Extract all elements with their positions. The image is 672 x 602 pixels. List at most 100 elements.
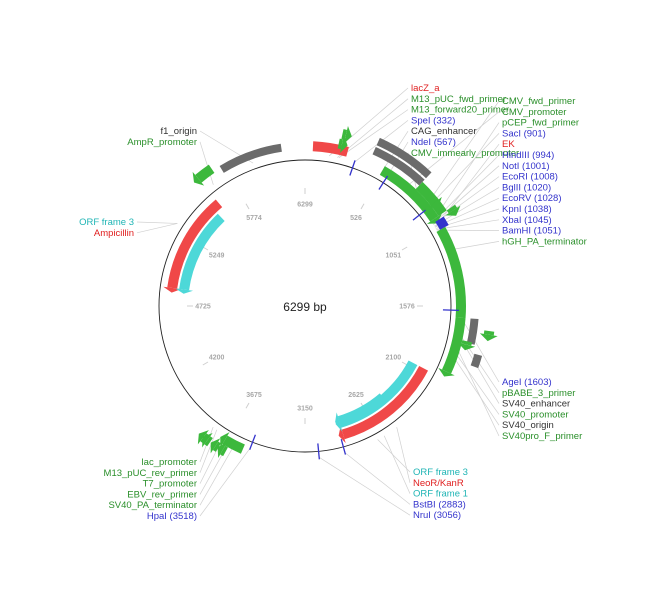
feature-cmv-enhancer[interactable] xyxy=(372,147,425,186)
bottom-right-label[interactable]: ORF frame 1 xyxy=(413,489,468,500)
bottom-left-label[interactable]: HpaI (3518) xyxy=(147,511,197,522)
top-right-label[interactable]: CMV_promoter xyxy=(502,107,566,118)
leader-line xyxy=(432,165,500,224)
right-label[interactable]: SV40_origin xyxy=(502,420,554,431)
plasmid-size-label: 6299 bp xyxy=(283,300,327,314)
bottom-right-label[interactable]: NeoR/KanR xyxy=(413,478,464,489)
site-bstbi[interactable] xyxy=(340,438,347,455)
feature-m13-puc-fwd-primer[interactable] xyxy=(337,138,344,150)
top-right-label[interactable]: XbaI (1045) xyxy=(502,215,552,226)
feature-pcep-fwd-primer[interactable] xyxy=(446,204,458,214)
top-right-label[interactable]: SacI (901) xyxy=(502,128,546,139)
top-label[interactable]: SpeI (332) xyxy=(411,115,455,126)
feature-m13-forward20-primer[interactable] xyxy=(341,129,348,140)
bottom-right-label[interactable]: BstBI (2883) xyxy=(413,499,466,510)
feature-pbabe-3-primer[interactable] xyxy=(483,330,495,336)
leader-line xyxy=(396,427,411,483)
top-right-label[interactable]: EcoRV (1028) xyxy=(502,193,562,204)
top-right-label[interactable]: BglII (1020) xyxy=(502,182,551,193)
top-label[interactable]: CAG_enhancer xyxy=(411,126,476,137)
bottom-left-label[interactable]: M13_pUC_rev_primer xyxy=(104,468,197,479)
tick-label: 526 xyxy=(350,215,362,222)
leader-line xyxy=(136,221,178,224)
right-label[interactable]: SV40_enhancer xyxy=(502,399,570,410)
feature-cag-enhancer[interactable] xyxy=(376,137,432,179)
bottom-right-label[interactable]: NruI (3056) xyxy=(413,510,461,521)
top-label[interactable]: M13_forward20_primer xyxy=(411,105,509,116)
right-label[interactable]: AgeI (1603) xyxy=(502,377,552,388)
top-label[interactable]: lacZ_a xyxy=(411,83,440,94)
feature-hgh-pa-terminator[interactable] xyxy=(436,226,466,319)
bottom-left-label[interactable]: SV40_PA_terminator xyxy=(108,500,197,511)
site-saci[interactable] xyxy=(412,209,426,221)
top-right-label[interactable]: EK xyxy=(502,139,515,150)
feature-ampicillin[interactable] xyxy=(167,199,223,289)
feature-cmv-fwd-primer[interactable] xyxy=(428,196,439,206)
feature-sv40-origin[interactable] xyxy=(470,353,483,369)
feature-arrow-sv40-promoter xyxy=(438,367,455,377)
bottom-left-label[interactable]: EBV_rev_primer xyxy=(127,489,197,500)
feature-ek[interactable] xyxy=(435,216,449,230)
feature-sv40-promoter[interactable] xyxy=(441,317,466,374)
top-right-label[interactable]: CMV_fwd_primer xyxy=(502,96,575,107)
top-label[interactable]: NdeI (567) xyxy=(411,137,456,148)
leader-line xyxy=(199,447,251,517)
leader-line xyxy=(199,429,218,473)
feature-cmv-promoter[interactable] xyxy=(379,166,439,222)
site-nrui[interactable] xyxy=(317,443,320,460)
tick-label: 2100 xyxy=(386,355,402,362)
feature-sv40pro-f-primer[interactable] xyxy=(461,340,473,346)
feature-cmv-immearly-promoter[interactable] xyxy=(415,181,447,217)
left-label[interactable]: ORF frame 3 xyxy=(79,217,134,228)
feature-orf-frame-3[interactable] xyxy=(337,393,387,426)
left-label[interactable]: Ampicillin xyxy=(94,228,134,239)
right-label[interactable]: pBABE_3_primer xyxy=(502,388,575,399)
tick-mark xyxy=(360,203,365,210)
feature-m13-puc-rev-primer[interactable] xyxy=(204,436,213,447)
right-label[interactable]: SV40pro_F_primer xyxy=(502,431,582,442)
feature-arrow-ampr-promoter xyxy=(192,171,205,186)
top-left-label[interactable]: f1_origin xyxy=(161,126,197,137)
bottom-left-label[interactable]: lac_promoter xyxy=(142,457,197,468)
feature-arrow-lac-promoter xyxy=(197,430,209,445)
feature-arrow-sv40-pa-terminator xyxy=(220,432,230,448)
feature-arrow-orf-frame-3 xyxy=(175,288,194,294)
bottom-right-label[interactable]: ORF frame 3 xyxy=(413,467,468,478)
feature-f1-origin[interactable] xyxy=(219,143,282,173)
top-right-label[interactable]: HindIII (994) xyxy=(502,150,554,161)
top-right-label[interactable]: EcoRI (1008) xyxy=(502,172,558,183)
leader-line xyxy=(449,351,500,426)
feature-arrow-ampicillin xyxy=(163,286,182,293)
top-right-label[interactable]: hGH_PA_terminator xyxy=(502,236,587,247)
right-label[interactable]: SV40_promoter xyxy=(502,409,569,420)
site-ndei[interactable] xyxy=(378,175,389,190)
bottom-left-label[interactable]: T7_promoter xyxy=(143,479,197,490)
top-label[interactable]: M13_pUC_fwd_primer xyxy=(411,94,506,105)
feature-sv40-enhancer[interactable] xyxy=(466,318,479,345)
top-right-label[interactable]: BamHI (1051) xyxy=(502,226,561,237)
tick-label: 5249 xyxy=(209,253,225,260)
site-spei[interactable] xyxy=(349,160,356,176)
feature-arrow-orf-frame-3 xyxy=(335,412,342,430)
tick-label: 4200 xyxy=(209,355,225,362)
leader-line xyxy=(451,347,500,415)
top-left-label[interactable]: AmpR_promoter xyxy=(127,137,197,148)
feature-lacz-a[interactable] xyxy=(312,141,349,157)
feature-t7-promoter[interactable] xyxy=(212,441,221,452)
feature-ampr-promoter[interactable] xyxy=(195,164,215,183)
leader-line xyxy=(344,452,411,505)
top-label[interactable]: CMV_immearly_promoter xyxy=(411,148,519,159)
top-right-label[interactable]: KpnI (1038) xyxy=(502,204,552,215)
feature-ebv-rev-primer[interactable] xyxy=(220,445,228,457)
tick-label: 3150 xyxy=(297,406,313,413)
feature-sv40-pa-terminator[interactable] xyxy=(222,435,245,454)
top-right-label[interactable]: pCEP_fwd_primer xyxy=(502,118,579,129)
feature-neor-kanr[interactable] xyxy=(341,365,429,440)
leader-line xyxy=(338,109,409,159)
feature-lac-promoter[interactable] xyxy=(200,433,210,444)
tick-mark xyxy=(401,361,408,366)
top-right-label[interactable]: NotI (1001) xyxy=(502,161,550,172)
site-hpai[interactable] xyxy=(249,434,257,450)
feature-orf-frame-3[interactable] xyxy=(179,213,225,291)
